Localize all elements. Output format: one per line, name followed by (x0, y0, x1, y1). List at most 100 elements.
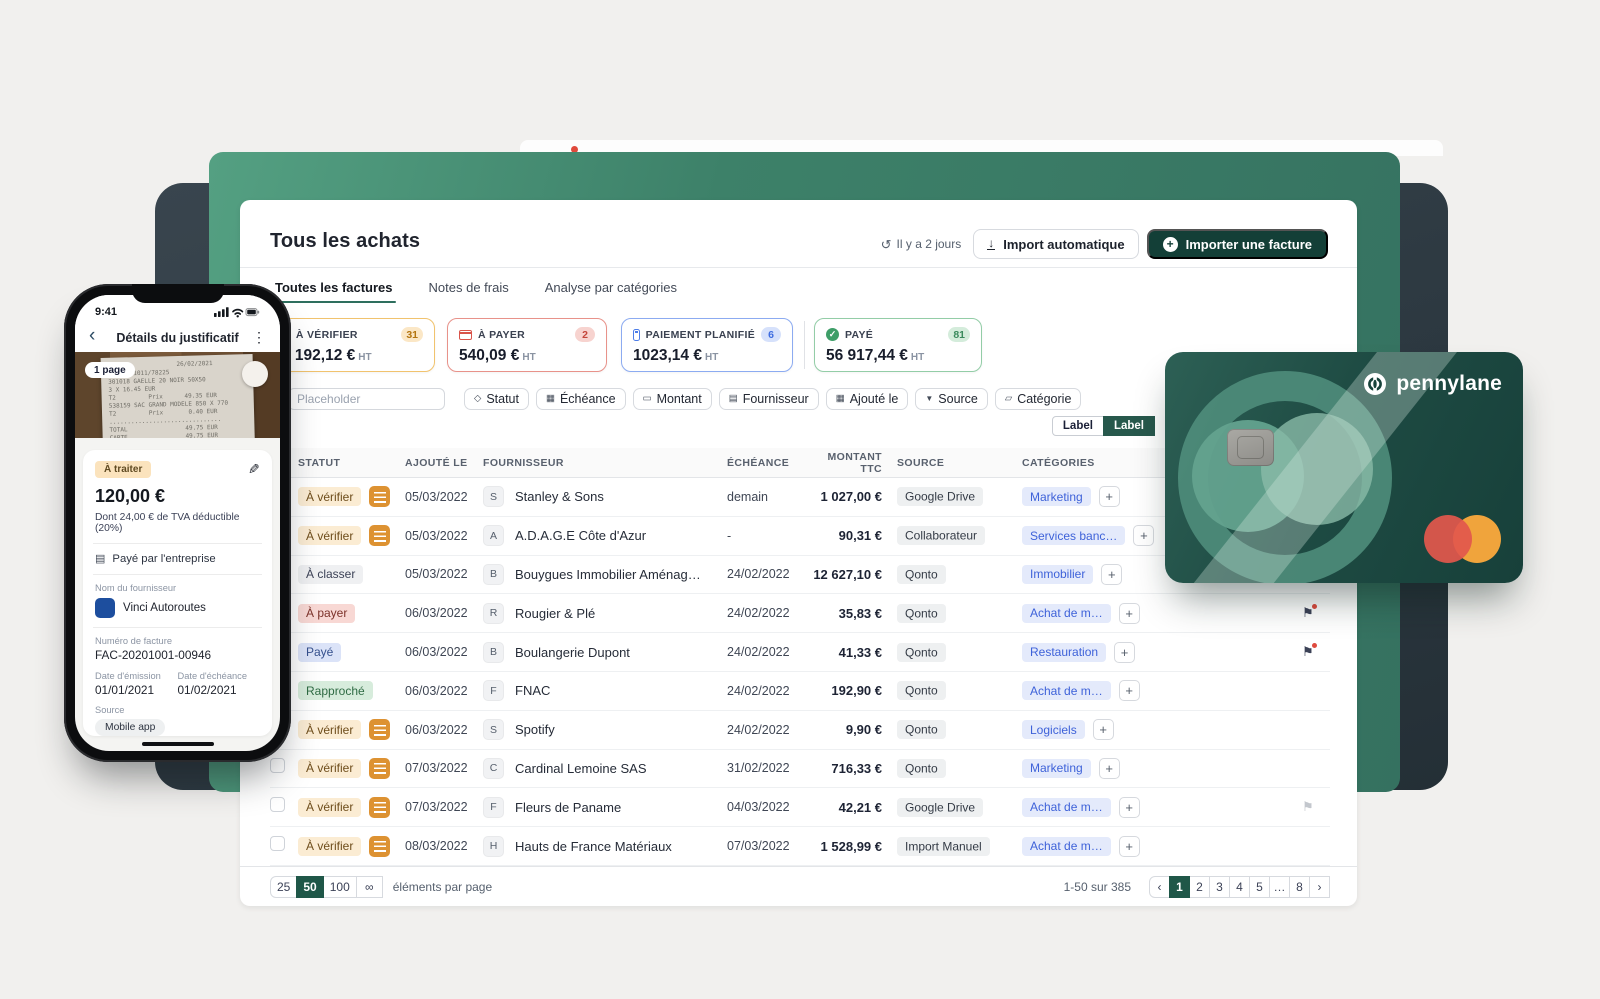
pagination-button[interactable]: 1 (1169, 875, 1190, 898)
document-list-icon[interactable] (369, 757, 391, 779)
add-category-button[interactable]: + (1098, 486, 1120, 508)
document-list-icon[interactable] (369, 719, 391, 741)
filter-button[interactable]: Échéance (535, 388, 626, 410)
supplier-name[interactable]: Cardinal Lemoine SAS (515, 760, 647, 776)
category-chip[interactable]: Achat de m… (1022, 797, 1111, 817)
summary-card[interactable]: À PAYER 2 540,09 € HT (447, 318, 607, 372)
document-list-icon[interactable] (369, 835, 391, 857)
tab[interactable]: Toutes les factures (272, 275, 396, 303)
col-categories[interactable]: CATÉGORIES (1022, 456, 1095, 469)
row-checkbox[interactable] (270, 758, 285, 774)
page-size-option[interactable]: ∞ (355, 875, 383, 898)
row-checkbox[interactable] (270, 836, 285, 852)
import-automatic-button[interactable]: ↓ Import automatique (973, 229, 1139, 259)
category-chip[interactable]: Achat de m… (1022, 603, 1111, 623)
filter-button[interactable]: Montant (632, 388, 712, 410)
summary-card[interactable]: PAYÉ 81 56 917,44 €HT (804, 318, 982, 372)
col-source[interactable]: SOURCE (897, 456, 945, 469)
add-category-button[interactable]: + (1118, 835, 1140, 857)
supplier-name[interactable]: Bouygues Immobilier Aménag… (515, 566, 701, 582)
supplier-avatar: R (483, 602, 504, 624)
pagination-button[interactable]: › (1309, 875, 1330, 898)
tab[interactable]: Analyse par catégories (544, 280, 677, 295)
filter-label: Fournisseur (742, 392, 809, 406)
flag-icon[interactable]: ⚑ (1302, 605, 1314, 621)
flag-icon[interactable]: ⚑ (1302, 644, 1314, 660)
category-chip[interactable]: Logiciels (1022, 720, 1085, 740)
pagination-button[interactable]: 8 (1289, 875, 1310, 898)
table-row[interactable]: À classer 05/03/2022 B Bouygues Immobili… (270, 555, 1330, 595)
import-invoice-button[interactable]: + Importer une facture (1146, 229, 1328, 259)
label-toggle-segment[interactable]: Label (1051, 416, 1104, 436)
page-size-option[interactable]: 100 (322, 875, 357, 898)
receipt-photo[interactable]: 26/02/2021 Ticket 1011/78225 301018 GAELLE… (75, 352, 280, 438)
summary-card[interactable]: À VÉRIFIER 31 3 192,12 €HT (270, 318, 435, 372)
category-chip[interactable]: Services banc… (1022, 526, 1126, 546)
supplier-name[interactable]: Boulangerie Dupont (515, 644, 630, 660)
table-row[interactable]: À vérifier 08/03/2022 H Hauts de France … (270, 827, 1330, 866)
add-category-button[interactable]: + (1118, 796, 1140, 818)
summary-card[interactable]: PAIEMENT PLANIFIÉ 6 1023,14 € HT (621, 318, 793, 372)
kebab-menu-icon[interactable]: ⋮ (252, 329, 266, 345)
status-badge: À vérifier (298, 797, 362, 817)
search-input[interactable] (288, 388, 445, 410)
pagination-button[interactable]: 4 (1229, 875, 1250, 898)
table-row[interactable]: À vérifier 07/03/2022 C Cardinal Lemoine… (270, 749, 1330, 789)
flag-icon[interactable]: ⚑ (1302, 799, 1314, 815)
filter-button[interactable]: Fournisseur (718, 388, 819, 410)
filter-button[interactable]: Ajouté le (825, 388, 909, 410)
issue-date: 01/01/2021 (95, 683, 155, 697)
supplier-name[interactable]: Fleurs de Paname (515, 799, 622, 815)
page-size-option[interactable]: 25 (270, 875, 298, 898)
pagination-button[interactable]: 5 (1249, 875, 1270, 898)
filter-button[interactable]: Source (915, 388, 988, 410)
pagination-button[interactable]: ‹ (1149, 875, 1170, 898)
document-list-icon[interactable] (369, 486, 391, 508)
add-category-button[interactable]: + (1133, 525, 1155, 547)
category-chip[interactable]: Achat de m… (1022, 681, 1111, 701)
table-row[interactable]: Rapproché 06/03/2022 F FNAC 24/02/2022 1… (270, 671, 1330, 711)
category-chip[interactable]: Marketing (1022, 487, 1091, 507)
row-checkbox[interactable] (270, 797, 285, 813)
add-category-button[interactable]: + (1092, 719, 1114, 741)
table-row[interactable]: À payer 06/03/2022 R Rougier & Plé 24/02… (270, 594, 1330, 634)
add-category-button[interactable]: + (1101, 563, 1123, 585)
col-supplier[interactable]: FOURNISSEUR (483, 456, 564, 469)
table-row[interactable]: À vérifier 06/03/2022 S Spotify 24/02/20… (270, 710, 1330, 750)
page-size-option[interactable]: 50 (296, 875, 324, 898)
add-category-button[interactable]: + (1098, 757, 1120, 779)
col-status[interactable]: STATUT (298, 456, 341, 469)
category-chip[interactable]: Marketing (1022, 758, 1091, 778)
supplier-name[interactable]: Rougier & Plé (515, 605, 596, 621)
table-row[interactable]: Payé 06/03/2022 B Boulangerie Dupont 24/… (270, 633, 1330, 672)
supplier-name[interactable]: Hauts de France Matériaux (515, 838, 672, 854)
edit-pencil-icon[interactable]: ✎ (248, 461, 260, 477)
col-added[interactable]: AJOUTÉ LE (405, 456, 468, 469)
supplier-name[interactable]: Stanley & Sons (515, 489, 604, 505)
table-row[interactable]: À vérifier 07/03/2022 F Fleurs de Paname… (270, 788, 1330, 828)
category-chip[interactable]: Restauration (1022, 642, 1107, 662)
document-list-icon[interactable] (369, 796, 391, 818)
label-toggle-segment[interactable]: Label (1102, 416, 1155, 436)
add-category-button[interactable]: + (1118, 680, 1140, 702)
category-chip[interactable]: Immobilier (1022, 564, 1094, 584)
pagination-button[interactable]: 2 (1189, 875, 1210, 898)
supplier-name[interactable]: A.D.A.G.E Côte d'Azur (515, 528, 647, 544)
add-category-button[interactable]: + (1114, 641, 1136, 663)
pagination-button[interactable]: 3 (1209, 875, 1230, 898)
photo-action-button[interactable] (242, 361, 268, 387)
add-category-button[interactable]: + (1118, 602, 1140, 624)
col-amount[interactable]: MONTANT TTC (827, 450, 882, 475)
filter-icon (1005, 394, 1012, 404)
filter-button[interactable]: Catégorie (994, 388, 1082, 410)
back-chevron-icon[interactable]: ‹ (89, 325, 96, 346)
category-chip[interactable]: Achat de m… (1022, 836, 1111, 856)
pagination-button[interactable]: … (1269, 875, 1290, 898)
document-list-icon[interactable] (369, 525, 391, 547)
tab[interactable]: Notes de frais (428, 280, 509, 295)
added-date: 06/03/2022 (405, 606, 468, 621)
col-due[interactable]: ÉCHÉANCE (727, 456, 790, 469)
supplier-name[interactable]: Spotify (515, 722, 555, 738)
filter-button[interactable]: Statut (464, 388, 529, 410)
supplier-name[interactable]: FNAC (515, 683, 551, 699)
